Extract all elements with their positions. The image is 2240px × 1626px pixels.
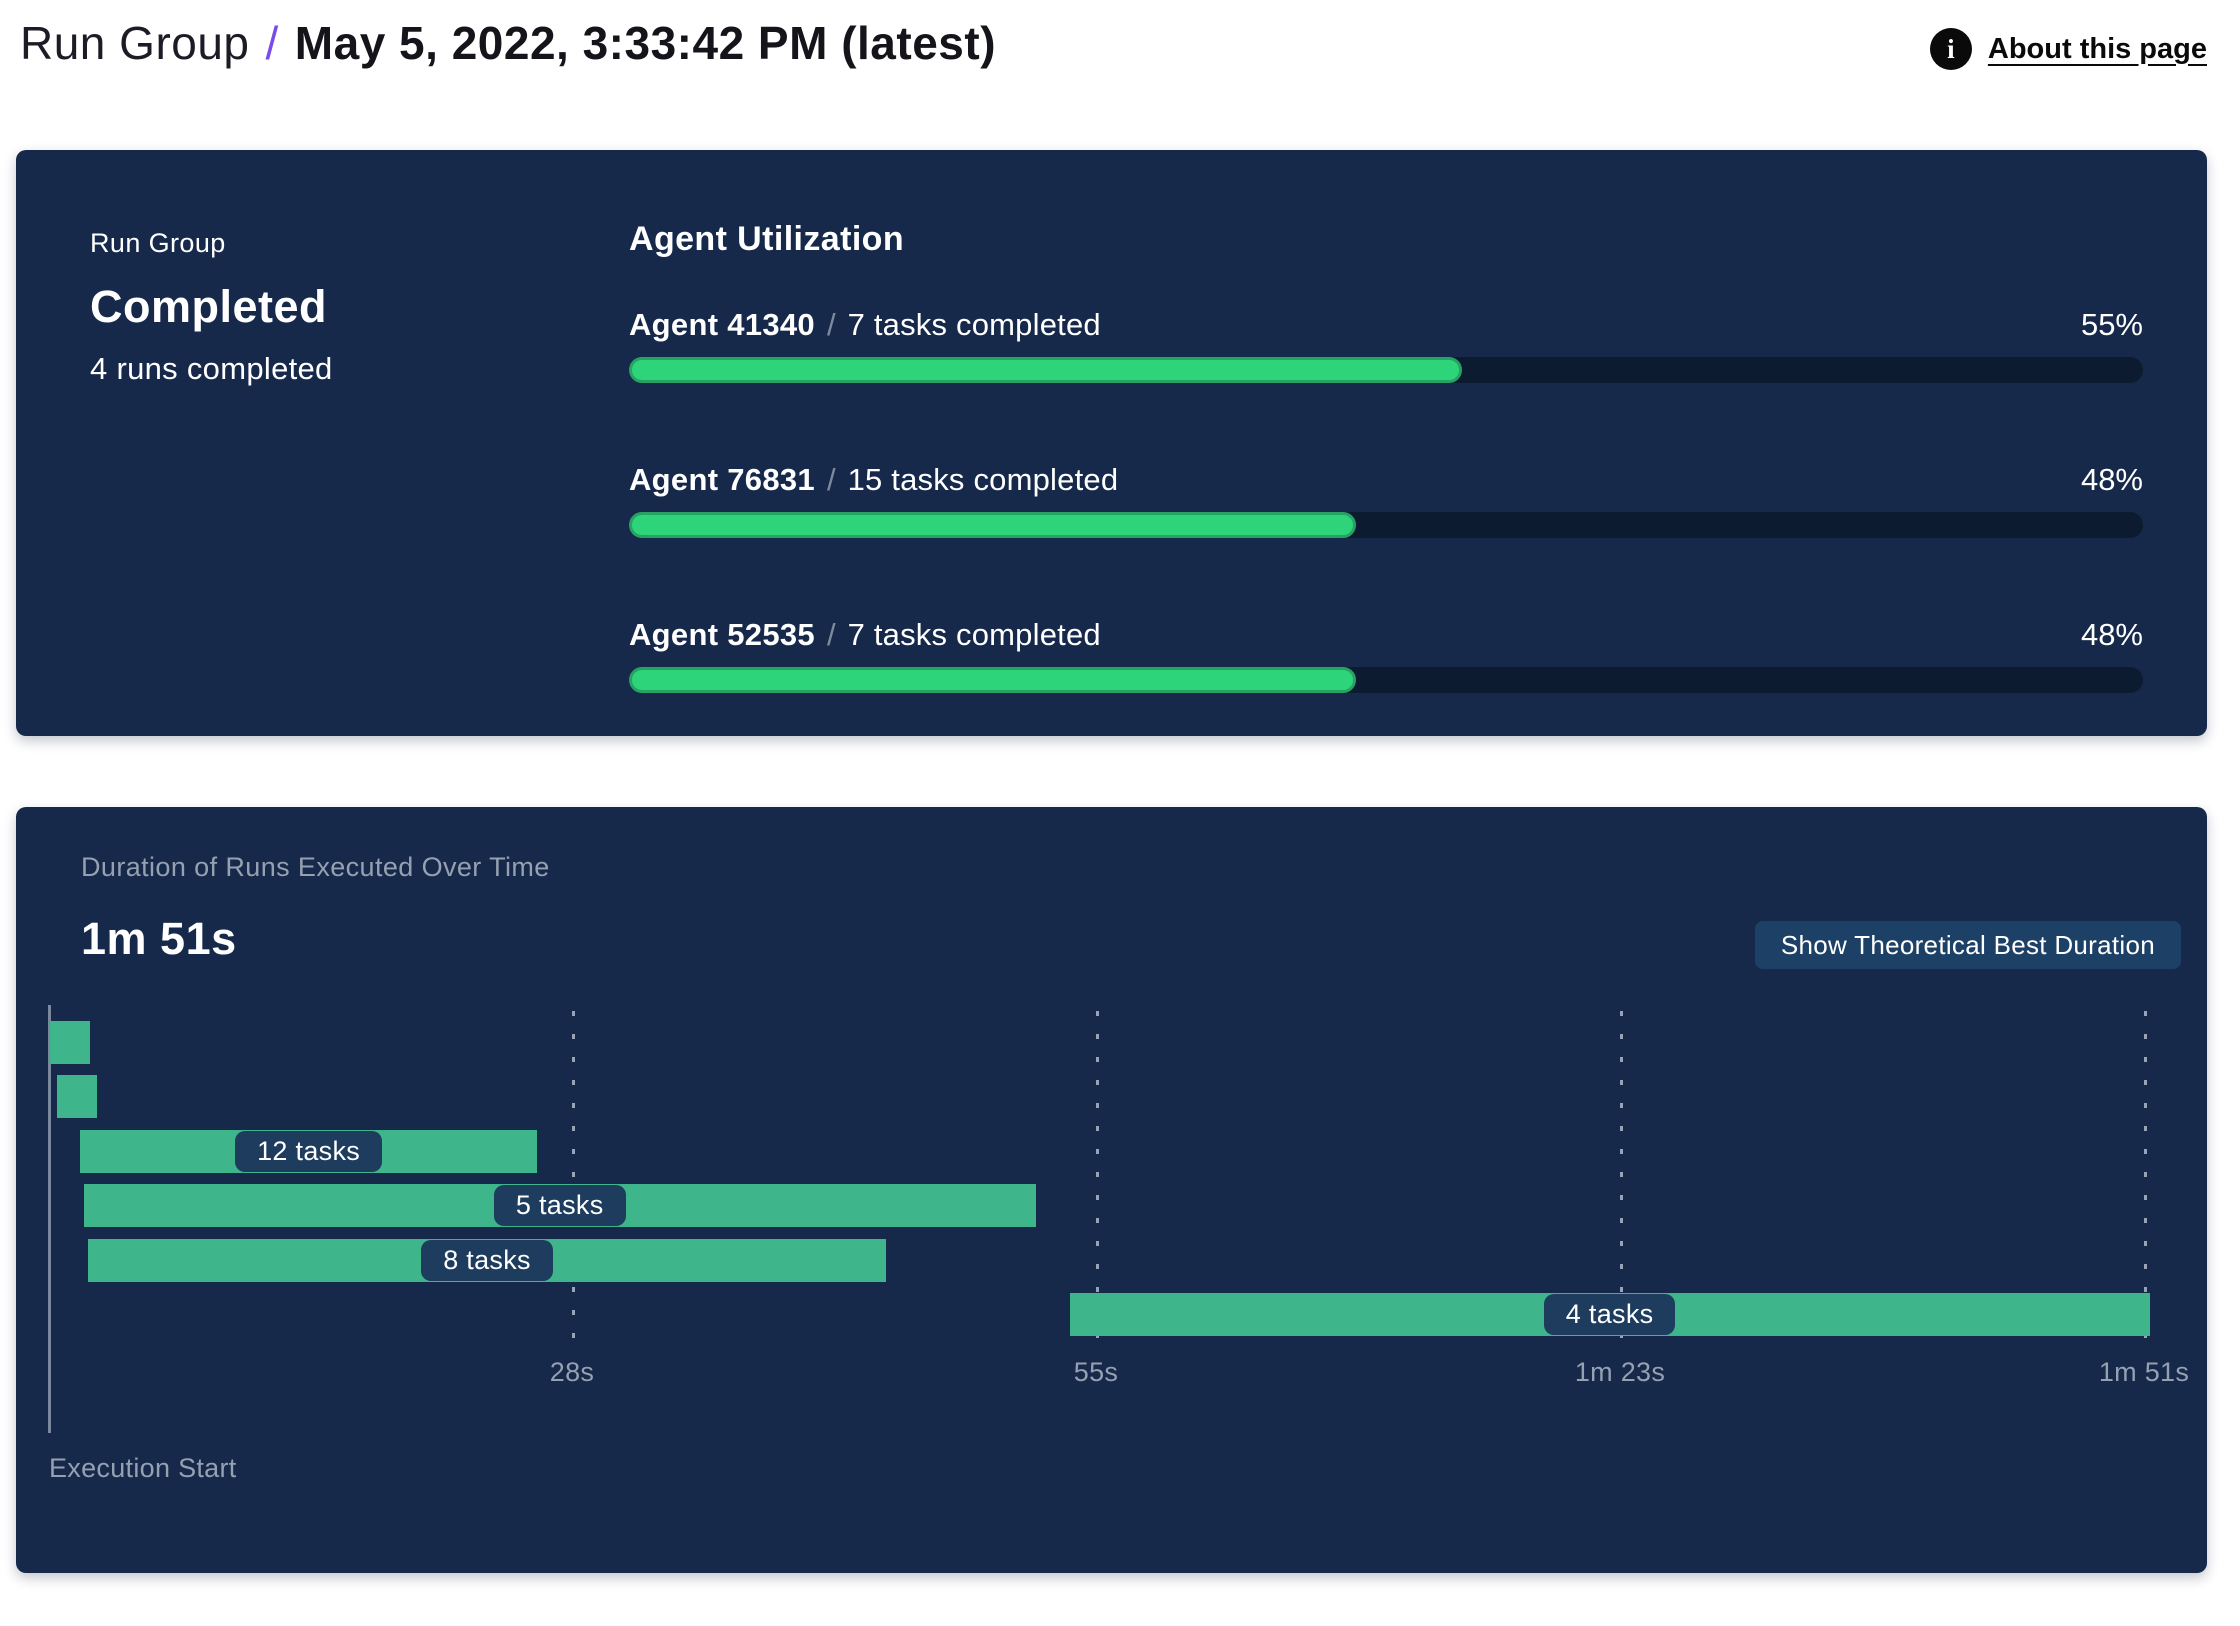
page-title: Run Group / May 5, 2022, 3:33:42 PM (lat… [20, 10, 2207, 76]
agent-utilization-row: Agent 52535 / 7 tasks completed 48% [629, 615, 2143, 693]
agent-tasks-completed: 7 tasks completed [847, 617, 1101, 652]
gantt-gridline [1096, 1011, 1099, 1351]
gantt-chart: Execution Start 28s 55s 1m 23s 1m 51s 12 tas… [48, 1005, 2189, 1483]
axis-tick-label: 28s [549, 1357, 595, 1387]
run-timestamp-title: May 5, 2022, 3:33:42 PM (latest) [294, 17, 997, 69]
show-theoretical-best-duration-button[interactable]: Show Theoretical Best Duration [1754, 921, 2181, 969]
gantt-gridline [572, 1011, 575, 1351]
axis-tick-label: 1m 51s [2098, 1357, 2190, 1387]
page-header: Run Group / May 5, 2022, 3:33:42 PM (lat… [20, 10, 2207, 80]
agent-row-label: Agent 41340 / 7 tasks completed 55% [629, 305, 2143, 345]
about-this-page-link[interactable]: About this page [1987, 32, 2207, 65]
agent-utilization-row: Agent 41340 / 7 tasks completed 55% [629, 305, 2143, 383]
header-actions: i About this page [1929, 28, 2207, 70]
agent-utilization-panel: Agent Utilization Agent 41340 / 7 tasks … [629, 150, 2143, 736]
axis-tick-label: 1m 23s [1574, 1357, 1666, 1387]
run-group-label: Run Group [90, 228, 226, 258]
agent-name: Agent 41340 [629, 307, 815, 342]
agent-row-label: Agent 52535 / 7 tasks completed 48% [629, 615, 2143, 655]
agent-utilization-row: Agent 76831 / 15 tasks completed 48% [629, 460, 2143, 538]
task-count-badge: 8 tasks [421, 1240, 553, 1281]
axis-tick-label: 55s [1073, 1357, 1119, 1387]
execution-start-label: Execution Start [49, 1453, 237, 1483]
agent-utilization-percent: 48% [2080, 462, 2143, 497]
run-duration-bar[interactable] [57, 1075, 98, 1118]
duration-chart-title: Duration of Runs Executed Over Time [81, 852, 550, 882]
task-count-badge: 5 tasks [493, 1185, 626, 1226]
agent-name: Agent 52535 [629, 617, 815, 652]
agent-utilization-heading: Agent Utilization [629, 220, 904, 258]
agent-utilization-percent: 48% [2080, 617, 2143, 652]
status-badge: Completed [90, 281, 328, 332]
agent-utilization-bar-track [629, 357, 2143, 383]
run-duration-bar[interactable]: 4 tasks [1069, 1293, 2150, 1336]
run-duration-bar[interactable] [49, 1021, 90, 1064]
total-duration-value: 1m 51s [81, 913, 237, 964]
duration-card: Duration of Runs Executed Over Time 1m 5… [16, 807, 2207, 1573]
task-count-badge: 12 tasks [235, 1131, 383, 1172]
gantt-gridline [1620, 1011, 1623, 1351]
gantt-gridline [2144, 1011, 2147, 1351]
task-count-badge: 4 tasks [1543, 1294, 1676, 1335]
run-group-status-panel: Run Group Completed 4 runs completed [16, 150, 629, 736]
run-duration-bar[interactable]: 12 tasks [80, 1130, 538, 1173]
info-icon[interactable]: i [1929, 28, 1972, 70]
agent-utilization-bar-fill [629, 357, 1462, 383]
agent-separator: / [826, 462, 836, 497]
agent-utilization-bar-fill [629, 667, 1356, 693]
breadcrumb-run-group[interactable]: Run Group [20, 17, 250, 69]
agent-utilization-percent: 55% [2080, 307, 2143, 342]
agent-name: Agent 76831 [629, 462, 815, 497]
agent-utilization-bar-track [629, 512, 2143, 538]
agent-tasks-completed: 15 tasks completed [847, 462, 1119, 497]
runs-completed-count: 4 runs completed [90, 351, 333, 386]
run-duration-bar[interactable]: 8 tasks [87, 1239, 887, 1282]
agent-separator: / [826, 307, 836, 342]
agent-row-label: Agent 76831 / 15 tasks completed 48% [629, 460, 2143, 500]
run-group-summary-card: Run Group Completed 4 runs completed Age… [16, 150, 2207, 736]
execution-start-axis-line [48, 1005, 51, 1433]
run-duration-bar[interactable]: 5 tasks [83, 1184, 1036, 1227]
agent-utilization-bar-track [629, 667, 2143, 693]
agent-utilization-bar-fill [629, 512, 1356, 538]
breadcrumb-separator: / [265, 17, 279, 69]
agent-tasks-completed: 7 tasks completed [847, 307, 1101, 342]
agent-separator: / [826, 617, 836, 652]
